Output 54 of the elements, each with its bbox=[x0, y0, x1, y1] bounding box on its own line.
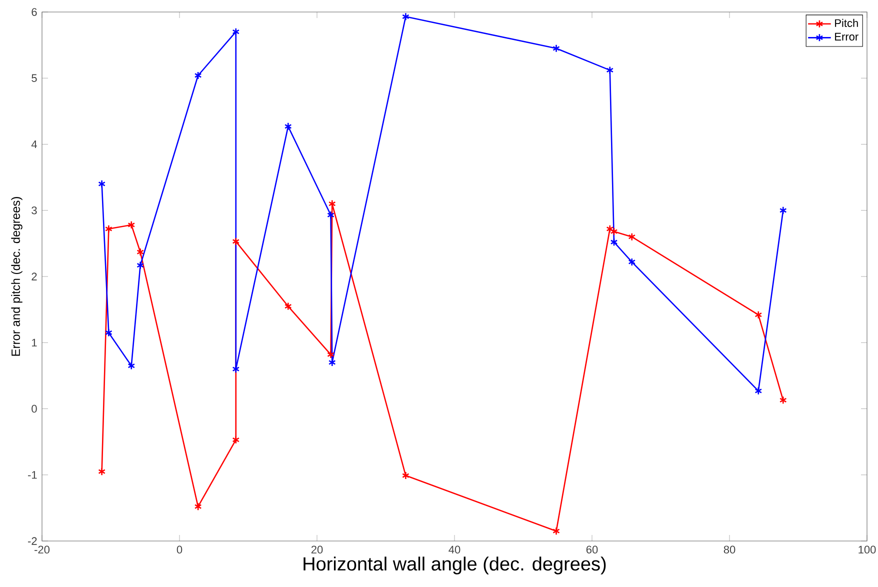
point bbox=[328, 200, 336, 208]
x-tick-label: 100 bbox=[858, 546, 876, 554]
y-tick-label: 3 bbox=[32, 206, 37, 214]
y-tick-label: -1 bbox=[28, 471, 37, 479]
y-tick-label: 0 bbox=[32, 404, 37, 413]
x-tick-label: 0 bbox=[176, 546, 182, 554]
y-tick-label: 4 bbox=[31, 140, 37, 148]
point bbox=[327, 350, 334, 359]
point bbox=[628, 258, 636, 266]
point bbox=[194, 502, 202, 511]
point bbox=[136, 248, 144, 256]
point bbox=[136, 261, 144, 270]
legend-label: Pitch bbox=[835, 18, 858, 27]
point bbox=[402, 12, 410, 21]
point bbox=[610, 227, 618, 236]
y-tick-label: 1 bbox=[32, 338, 37, 346]
x-tick-label: 60 bbox=[586, 546, 598, 554]
x-axis-title: Horizontal wall angle (dec. degrees) bbox=[304, 556, 606, 574]
x-tick-label: 20 bbox=[311, 546, 323, 554]
point bbox=[402, 471, 410, 480]
point bbox=[232, 436, 240, 444]
point bbox=[779, 396, 787, 404]
point bbox=[98, 467, 106, 476]
point bbox=[328, 358, 336, 367]
y-tick-label: 5 bbox=[32, 74, 37, 82]
point bbox=[606, 224, 614, 234]
y-tick-label: -2 bbox=[28, 537, 37, 545]
point bbox=[327, 210, 334, 220]
point bbox=[284, 122, 292, 131]
x-tick-label: 40 bbox=[448, 546, 460, 554]
y-tick-label: 2 bbox=[32, 272, 37, 280]
point bbox=[552, 44, 560, 53]
x-tick-label: -20 bbox=[34, 546, 50, 554]
point bbox=[232, 237, 240, 246]
point bbox=[284, 302, 292, 310]
point bbox=[194, 71, 202, 80]
point bbox=[128, 362, 136, 370]
point bbox=[552, 526, 560, 536]
point bbox=[128, 220, 136, 230]
point bbox=[105, 328, 112, 337]
y-tick-label: 6 bbox=[32, 8, 37, 16]
point bbox=[105, 224, 112, 234]
point bbox=[610, 238, 618, 246]
y-axis-title: Error and pitch (dec. degrees) bbox=[11, 197, 22, 356]
point bbox=[606, 66, 614, 74]
point bbox=[628, 232, 636, 241]
legend-label: Error bbox=[835, 32, 858, 41]
point bbox=[98, 180, 106, 188]
point bbox=[754, 310, 762, 320]
point bbox=[779, 206, 787, 215]
point bbox=[754, 386, 762, 396]
point bbox=[232, 364, 240, 374]
x-tick-label: 80 bbox=[724, 546, 736, 554]
point bbox=[232, 28, 240, 36]
